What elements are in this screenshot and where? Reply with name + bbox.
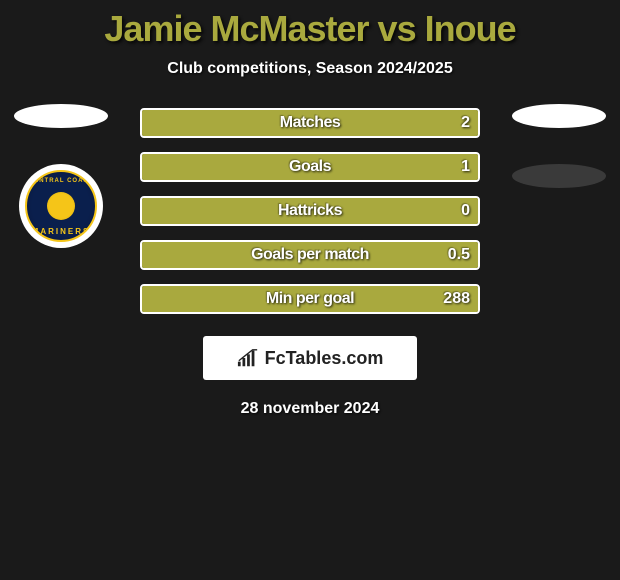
stat-bar-mpg: Min per goal 288 — [140, 284, 480, 314]
right-column — [512, 104, 606, 188]
stat-bar-matches: Matches 2 — [140, 108, 480, 138]
body: CENTRAL COAST MARINERS Matches 2 Goals 1 — [0, 108, 620, 418]
stat-bar-hattricks: Hattricks 0 — [140, 196, 480, 226]
bar-label: Matches — [142, 110, 478, 136]
stat-bar-gpm: Goals per match 0.5 — [140, 240, 480, 270]
bar-value: 1 — [461, 154, 470, 180]
mariners-crest: CENTRAL COAST MARINERS — [25, 170, 97, 242]
crest-text-top: CENTRAL COAST — [27, 178, 95, 184]
date-label: 28 november 2024 — [0, 400, 620, 418]
stat-bars: Matches 2 Goals 1 Hattricks 0 Goals per … — [140, 108, 480, 314]
left-column: CENTRAL COAST MARINERS — [14, 104, 108, 248]
chart-icon — [237, 348, 259, 368]
page-title: Jamie McMaster vs Inoue — [0, 8, 620, 50]
right-nat-badge — [512, 104, 606, 128]
left-nat-badge — [14, 104, 108, 128]
bar-value: 0.5 — [448, 242, 470, 268]
stat-bar-goals: Goals 1 — [140, 152, 480, 182]
bar-value: 0 — [461, 198, 470, 224]
branding-text: FcTables.com — [265, 348, 384, 369]
branding-box: FcTables.com — [203, 336, 417, 380]
bar-label: Goals per match — [142, 242, 478, 268]
subtitle: Club competitions, Season 2024/2025 — [0, 60, 620, 78]
right-club-badge — [512, 164, 606, 188]
bar-label: Goals — [142, 154, 478, 180]
bar-label: Hattricks — [142, 198, 478, 224]
crest-text-bottom: MARINERS — [27, 227, 95, 236]
bar-value: 288 — [443, 286, 470, 312]
comparison-card: Jamie McMaster vs Inoue Club competition… — [0, 0, 620, 418]
bar-label: Min per goal — [142, 286, 478, 312]
left-club-badge: CENTRAL COAST MARINERS — [19, 164, 103, 248]
bar-value: 2 — [461, 110, 470, 136]
